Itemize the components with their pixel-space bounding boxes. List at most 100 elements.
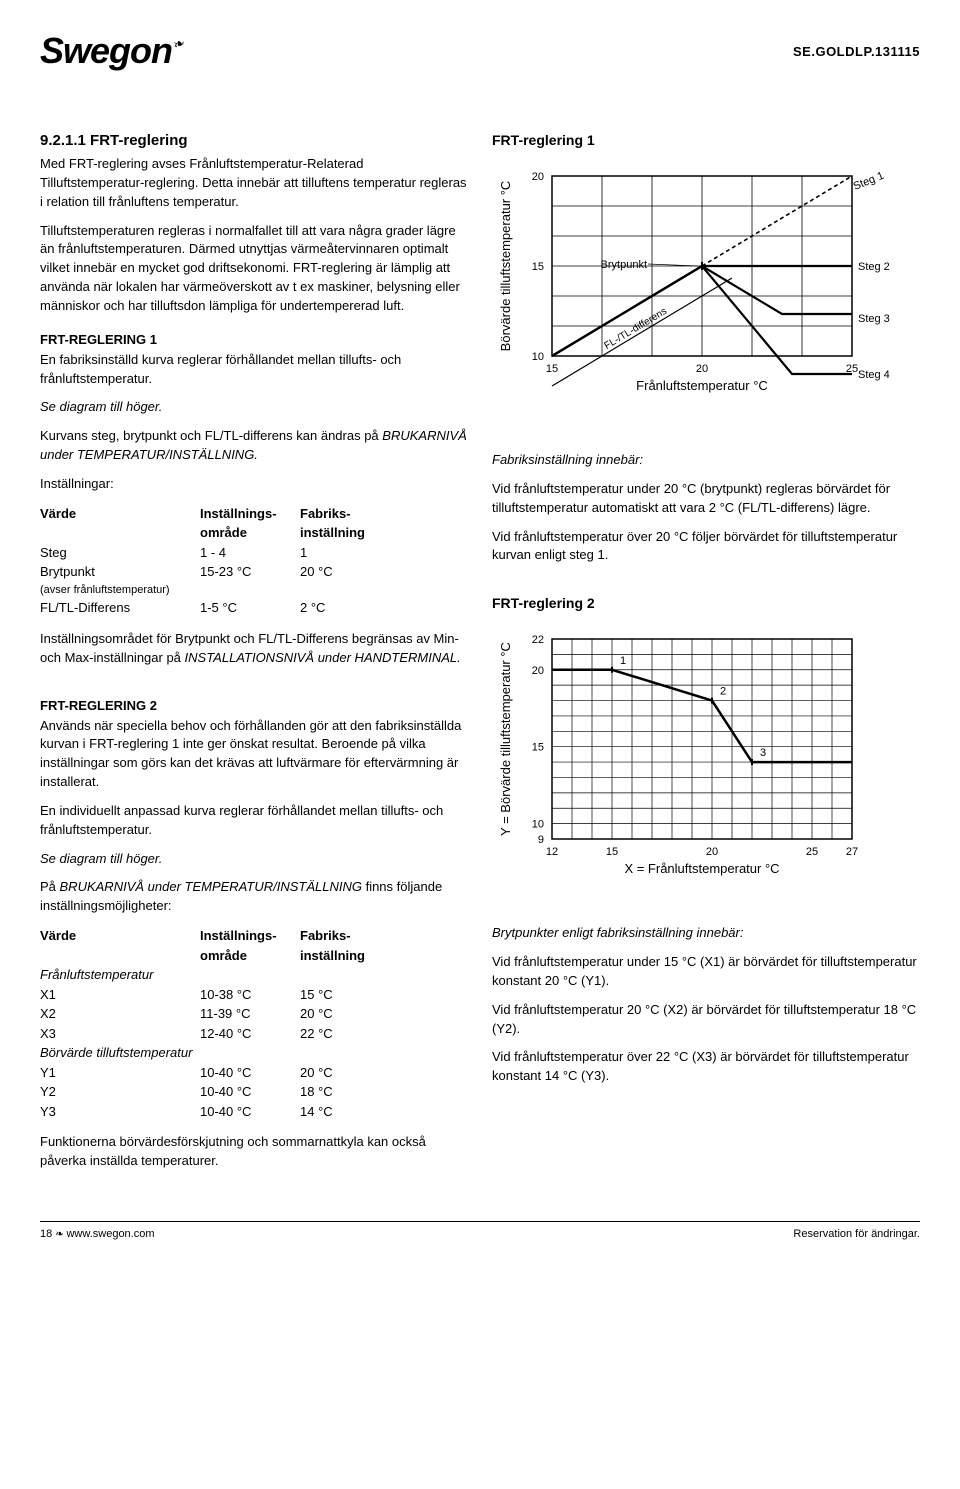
svg-text:20: 20 [696, 363, 708, 375]
chart2: 1239101520221215202527Y = Börvärde tillu… [492, 619, 920, 914]
cell: 15-23 °C [200, 562, 300, 582]
para: Vid frånluftstemperatur under 20 °C (bry… [492, 480, 920, 518]
chart1-title: FRT-reglering 1 [492, 132, 920, 148]
chart1: 101520152025Börvärde tilluftstemperatur … [492, 156, 920, 441]
col-header: Fabriks-inställning [300, 504, 400, 543]
frt2-heading: FRT-REGLERING 2 [40, 698, 468, 713]
leaf-icon: ❧ [55, 1229, 66, 1240]
para: Funktionerna börvärdesförskjutning och s… [40, 1133, 468, 1171]
para: Brytpunkter enligt fabriksinställning in… [492, 924, 920, 943]
svg-text:3: 3 [760, 747, 766, 759]
subgroup: Frånluftstemperatur [40, 965, 200, 985]
col-header: Värde [40, 504, 200, 543]
section-heading: 9.2.1.1 FRT-reglering [40, 132, 468, 149]
cell: 1-5 °C [200, 598, 300, 618]
page-header: Swegon ❧ SE.GOLDLP.131115 [40, 30, 920, 72]
chart1-svg: 101520152025Börvärde tilluftstemperatur … [492, 156, 912, 436]
frt1-settings-table: Värde Inställnings-område Fabriks-instäl… [40, 504, 468, 618]
svg-text:27: 27 [846, 846, 858, 858]
document-id: SE.GOLDLP.131115 [793, 44, 920, 59]
para: Vid frånluftstemperatur över 22 °C (X3) … [492, 1048, 920, 1086]
cell: 10-38 °C [200, 985, 300, 1005]
para: Kurvans steg, brytpunkt och FL/TL-differ… [40, 427, 468, 465]
svg-text:15: 15 [532, 261, 544, 273]
para: Vid frånluftstemperatur under 15 °C (X1)… [492, 953, 920, 991]
cell: 11-39 °C [200, 1004, 300, 1024]
cell: 10-40 °C [200, 1082, 300, 1102]
para: På BRUKARNIVÅ under TEMPERATUR/INSTÄLLNI… [40, 878, 468, 916]
svg-text:15: 15 [546, 363, 558, 375]
svg-text:FL-/TL-differens: FL-/TL-differens [602, 306, 668, 352]
page-number: 18 [40, 1228, 52, 1240]
cell: 18 °C [300, 1082, 400, 1102]
svg-text:10: 10 [532, 819, 544, 831]
cell: 12-40 °C [200, 1024, 300, 1044]
subgroup: Börvärde tilluftstemperatur [40, 1043, 200, 1063]
cell: 2 °C [300, 598, 400, 618]
cell: Steg [40, 543, 200, 563]
frt1-heading: FRT-REGLERING 1 [40, 332, 468, 347]
col-header: Inställnings-område [200, 504, 300, 543]
cell: 20 °C [300, 562, 400, 582]
svg-text:20: 20 [706, 846, 718, 858]
cell: X1 [40, 985, 200, 1005]
svg-text:15: 15 [532, 742, 544, 754]
para: En fabriksinställd kurva reglerar förhål… [40, 351, 468, 389]
cell: 15 °C [300, 985, 400, 1005]
svg-text:9: 9 [538, 834, 544, 846]
cell: Brytpunkt [40, 562, 200, 582]
svg-text:20: 20 [532, 665, 544, 677]
leaf-icon: ❧ [171, 33, 188, 53]
svg-text:Börvärde tilluftstemperatur °C: Börvärde tilluftstemperatur °C [498, 181, 513, 352]
svg-text:Brytpunkt: Brytpunkt [601, 259, 647, 271]
col-header: Fabriks-inställning [300, 926, 400, 965]
svg-text:Steg 4: Steg 4 [858, 369, 890, 381]
footer-right: Reservation för ändringar. [793, 1228, 920, 1240]
svg-text:Steg 3: Steg 3 [858, 313, 890, 325]
para: Tilluftstemperaturen regleras i normalfa… [40, 222, 468, 316]
cell: Y2 [40, 1082, 200, 1102]
cell: Y1 [40, 1063, 200, 1083]
chart2-title: FRT-reglering 2 [492, 595, 920, 611]
cell: 14 °C [300, 1102, 400, 1122]
cell: 20 °C [300, 1004, 400, 1024]
cell: 20 °C [300, 1063, 400, 1083]
svg-text:20: 20 [532, 171, 544, 183]
cell: X3 [40, 1024, 200, 1044]
para: Fabriksinställning innebär: [492, 451, 920, 470]
para: Används när speciella behov och förhålla… [40, 717, 468, 792]
para: Inställningar: [40, 475, 468, 494]
svg-text:X = Frånluftstemperatur °C: X = Frånluftstemperatur °C [624, 861, 779, 876]
logo-text: Swegon [40, 30, 172, 72]
svg-text:12: 12 [546, 846, 558, 858]
svg-text:25: 25 [846, 363, 858, 375]
cell: FL/TL-Differens [40, 598, 200, 618]
cell: 22 °C [300, 1024, 400, 1044]
para: Vid frånluftstemperatur över 20 °C följe… [492, 528, 920, 566]
col-header: Inställnings-område [200, 926, 300, 965]
para: Med FRT-reglering avses Frånluftstempera… [40, 155, 468, 212]
svg-text:Steg 2: Steg 2 [858, 261, 890, 273]
content-area: 9.2.1.1 FRT-reglering Med FRT-reglering … [40, 132, 920, 1181]
footer-left: 18 ❧ www.swegon.com [40, 1228, 155, 1240]
cell: 10-40 °C [200, 1063, 300, 1083]
cell: 10-40 °C [200, 1102, 300, 1122]
svg-text:2: 2 [720, 686, 726, 698]
logo: Swegon ❧ [40, 30, 188, 72]
cell: Y3 [40, 1102, 200, 1122]
col-header: Värde [40, 926, 200, 965]
para: Se diagram till höger. [40, 398, 468, 417]
svg-text:15: 15 [606, 846, 618, 858]
page-footer: 18 ❧ www.swegon.com Reservation för ändr… [40, 1221, 920, 1240]
para: Inställningsområdet för Brytpunkt och FL… [40, 630, 468, 668]
para: Vid frånluftstemperatur 20 °C (X2) är bö… [492, 1001, 920, 1039]
frt2-settings-table: Värde Inställnings-område Fabriks-instäl… [40, 926, 468, 1121]
svg-text:Steg 1: Steg 1 [852, 170, 886, 193]
cell: 1 [300, 543, 400, 563]
para: Se diagram till höger. [40, 850, 468, 869]
svg-text:10: 10 [532, 351, 544, 363]
svg-text:Frånluftstemperatur °C: Frånluftstemperatur °C [636, 378, 768, 393]
cell-note: (avser frånluftstemperatur) [40, 582, 200, 599]
cell: X2 [40, 1004, 200, 1024]
chart2-svg: 1239101520221215202527Y = Börvärde tillu… [492, 619, 912, 909]
